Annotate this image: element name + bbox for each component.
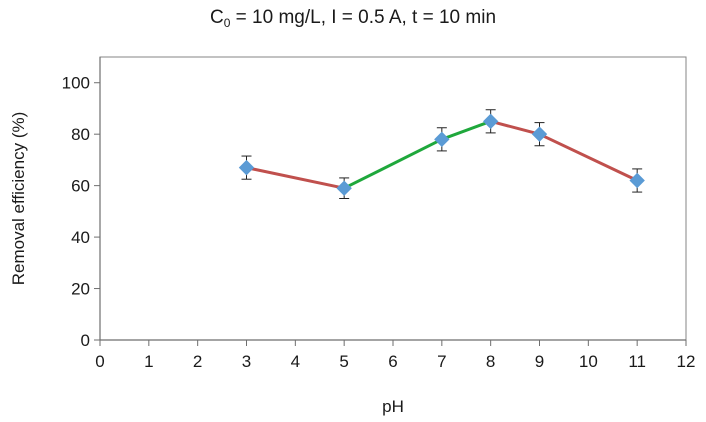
error-bars [241, 109, 643, 199]
x-tick-label: 12 [677, 352, 696, 371]
y-tick-label: 60 [71, 177, 90, 196]
data-point-marker [531, 126, 548, 142]
data-point-marker [482, 113, 499, 130]
y-tick-label: 0 [81, 331, 90, 350]
x-tick-label: 5 [339, 352, 348, 371]
title-rest: = 10 mg/L, I = 0.5 A, t = 10 min [230, 7, 497, 28]
x-tick-label: 9 [535, 352, 544, 371]
axes [99, 57, 686, 341]
x-tick-label: 0 [95, 352, 104, 371]
data-point-marker [434, 131, 450, 148]
x-ticks: 0 1 2 3 4 5 6 7 8 9 10 11 12 [95, 340, 695, 371]
data-point-marker [629, 172, 645, 189]
x-tick-label: 1 [144, 352, 153, 371]
series-line-segment [343, 119, 492, 190]
y-tick-label: 20 [71, 280, 90, 299]
x-axis-label: pH [382, 397, 404, 416]
y-tick-label: 80 [71, 125, 90, 144]
data-point-marker [336, 180, 352, 196]
y-ticks: 0 20 40 60 80 100 [62, 74, 100, 350]
series-line-segment [246, 166, 345, 190]
title-main: C [209, 7, 224, 28]
x-tick-label: 10 [579, 352, 598, 371]
x-tick-label: 4 [291, 352, 300, 371]
data-point-marker [238, 159, 255, 176]
plot-area [99, 56, 687, 341]
y-tick-label: 40 [71, 228, 90, 247]
series-line-segment [490, 119, 638, 182]
x-tick-label: 8 [486, 352, 495, 371]
x-tick-label: 6 [388, 352, 397, 371]
title-subscript: 0 [223, 16, 231, 30]
y-tick-label: 100 [62, 74, 90, 93]
x-tick-label: 2 [193, 352, 202, 371]
chart-title: C0 = 10 mg/L, I = 0.5 A, t = 10 min [0, 6, 706, 30]
x-tick-label: 11 [628, 352, 646, 371]
x-tick-label: 3 [242, 352, 251, 371]
data-markers [238, 113, 645, 196]
y-axis-label: Removal efficiency (%) [9, 112, 28, 286]
x-tick-label: 7 [437, 352, 446, 371]
